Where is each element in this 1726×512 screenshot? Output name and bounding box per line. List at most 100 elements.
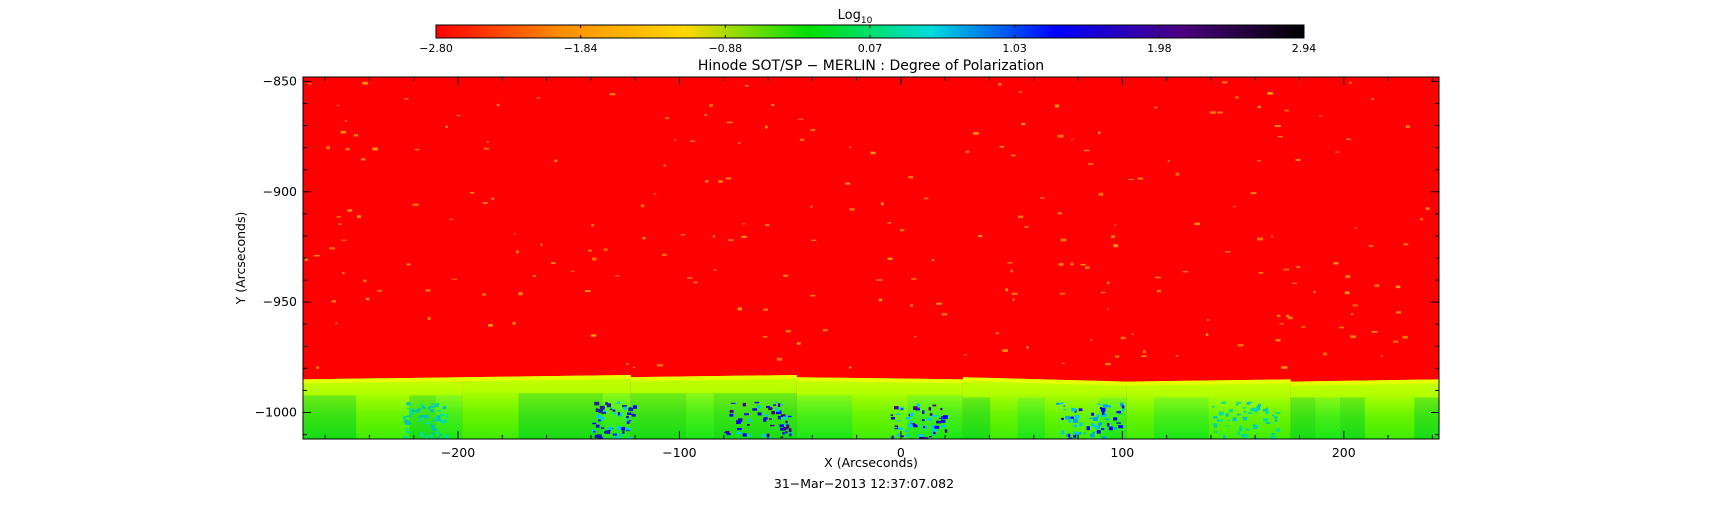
- polarization-patch: [777, 403, 781, 407]
- polarization-patch: [1236, 403, 1239, 406]
- speckle: [1131, 333, 1134, 335]
- speckle: [1085, 266, 1090, 269]
- disk-strip: [824, 395, 853, 439]
- polarization-patch: [1237, 413, 1241, 416]
- speckle: [1080, 263, 1086, 266]
- speckle: [662, 253, 667, 256]
- polarization-patch: [1223, 435, 1226, 439]
- polarization-patch: [780, 414, 786, 417]
- polarization-patch: [896, 420, 902, 422]
- polarization-patch: [612, 433, 617, 436]
- speckle: [1057, 134, 1064, 138]
- speckle: [797, 118, 804, 120]
- polarization-patch: [932, 404, 937, 407]
- speckle: [849, 208, 855, 211]
- polarization-patch: [929, 413, 933, 416]
- polarization-patch: [436, 402, 440, 405]
- polarization-patch: [600, 409, 603, 412]
- speckle: [878, 298, 883, 302]
- speckle: [1107, 281, 1110, 285]
- polarization-patch: [754, 401, 760, 404]
- speckle: [1167, 160, 1170, 162]
- x-tick-label: 200: [1332, 445, 1356, 460]
- polarization-patch: [898, 407, 901, 411]
- polarization-patch: [784, 423, 790, 425]
- polarization-patch: [1090, 433, 1095, 438]
- polarization-patch: [612, 409, 616, 412]
- polarization-patch: [614, 436, 619, 439]
- polarization-patch: [599, 405, 605, 410]
- polarization-patch: [763, 417, 767, 422]
- speckle: [406, 263, 411, 266]
- polarization-patch: [613, 412, 617, 415]
- disk-strip: [1208, 397, 1237, 439]
- polarization-patch: [428, 406, 431, 410]
- polarization-patch: [1232, 417, 1237, 422]
- speckle: [1335, 151, 1340, 153]
- polarization-patch: [904, 429, 908, 433]
- polarization-patch: [901, 435, 904, 438]
- polarization-patch: [593, 430, 596, 433]
- polarization-patch: [1243, 410, 1247, 413]
- polarization-patch: [923, 437, 929, 439]
- speckle: [712, 235, 715, 238]
- speckle: [590, 334, 597, 337]
- polarization-patch: [1212, 423, 1218, 426]
- polarization-patch: [1221, 401, 1226, 404]
- speckle: [1350, 335, 1356, 339]
- polarization-patch: [626, 415, 629, 419]
- speckle: [1281, 366, 1288, 369]
- polarization-patch: [780, 428, 785, 431]
- polarization-patch: [1122, 409, 1125, 412]
- polarization-patch: [1101, 414, 1106, 417]
- polarization-patch: [742, 402, 746, 407]
- speckle: [657, 364, 664, 367]
- polarization-patch: [936, 420, 939, 424]
- disk-strip: [907, 395, 936, 439]
- polarization-patch: [1212, 405, 1215, 408]
- speckle: [1026, 346, 1029, 349]
- polarization-patch: [1070, 416, 1074, 419]
- polarization-patch: [1214, 431, 1218, 433]
- disk-strip: [990, 397, 1018, 439]
- speckle: [1235, 96, 1239, 99]
- speckle: [811, 239, 817, 241]
- polarization-patch: [430, 409, 434, 413]
- polarization-patch: [1069, 437, 1073, 439]
- polarization-patch: [1096, 430, 1101, 434]
- speckle: [848, 366, 852, 369]
- polarization-patch: [1275, 412, 1281, 414]
- speckle: [1155, 276, 1161, 279]
- polarization-patch: [1072, 418, 1078, 423]
- disk-strip: [852, 395, 880, 439]
- speckle: [1352, 304, 1358, 307]
- colorbar-label-base: Log: [838, 8, 861, 23]
- speckle: [1295, 159, 1301, 161]
- polarization-patch: [1105, 418, 1109, 421]
- speckle: [554, 159, 558, 163]
- polarization-patch: [1100, 407, 1106, 412]
- polarization-patch: [729, 409, 734, 413]
- polarization-patch: [1065, 416, 1070, 420]
- speckle: [592, 257, 597, 261]
- speckle: [1002, 349, 1008, 352]
- polarization-patch: [409, 411, 414, 416]
- polarization-patch: [931, 428, 937, 432]
- polarization-patch: [1244, 437, 1248, 439]
- polarization-patch: [770, 424, 775, 427]
- speckle: [1182, 271, 1189, 273]
- polarization-patch: [757, 412, 762, 416]
- disk-segment: [1126, 379, 1291, 439]
- speckle: [1142, 350, 1146, 354]
- polarization-patch: [1121, 405, 1125, 409]
- speckle: [532, 275, 536, 277]
- polarization-patch: [420, 432, 424, 437]
- x-tick-label: 0: [897, 445, 905, 460]
- speckle: [331, 300, 337, 303]
- polarization-patch: [1079, 422, 1083, 427]
- polarization-patch: [1241, 434, 1245, 438]
- polarization-patch: [1271, 414, 1275, 417]
- speckle: [1368, 245, 1374, 247]
- polarization-patch: [1274, 419, 1278, 422]
